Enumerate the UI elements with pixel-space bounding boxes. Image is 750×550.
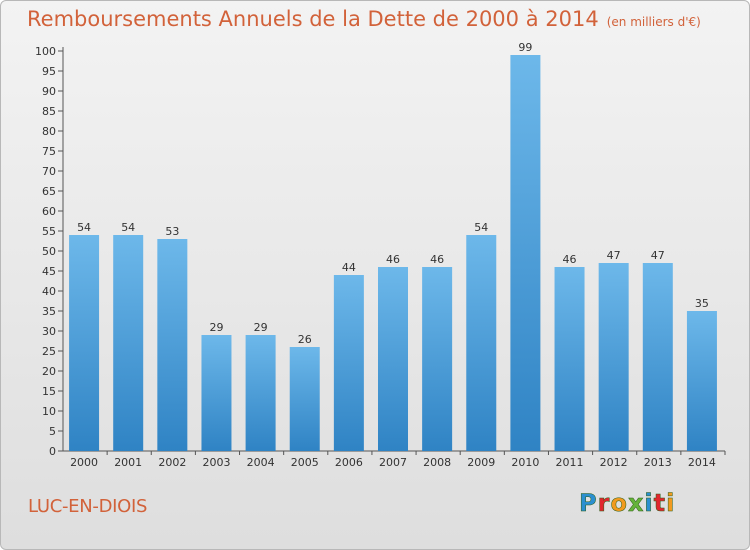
y-tick-label: 50 [42, 245, 56, 258]
y-tick-label: 80 [42, 125, 56, 138]
bar [422, 267, 453, 451]
bar-value-label: 47 [607, 249, 621, 262]
bar-value-label: 54 [77, 221, 91, 234]
bar [554, 267, 585, 451]
x-tick-label: 2011 [556, 456, 584, 469]
value-labels: 54 54 53 29 29 26 44 46 46 54 99 46 47 47 35 [77, 41, 709, 346]
x-tick-label: 2013 [644, 456, 672, 469]
x-tick-label: 2009 [467, 456, 495, 469]
bar-value-label: 46 [563, 253, 577, 266]
y-tick-label: 75 [42, 145, 56, 158]
x-tick-label: 2008 [423, 456, 451, 469]
bar-value-label: 26 [298, 333, 312, 346]
bar-value-label: 47 [651, 249, 665, 262]
y-tick-label: 70 [42, 165, 56, 178]
bar [378, 267, 408, 451]
x-tick-label: 2006 [335, 456, 363, 469]
bar [333, 275, 364, 451]
x-tick-label: 2000 [70, 456, 98, 469]
bar-value-label: 29 [209, 321, 223, 334]
bar [642, 263, 673, 451]
bar [289, 347, 320, 451]
y-tick-label: 90 [42, 85, 56, 98]
unit-note: (en milliers d'€) [606, 15, 701, 29]
title-text: Remboursements Annuels de la Dette de 20… [27, 7, 599, 31]
x-tick-label: 2004 [247, 456, 275, 469]
y-tick-label: 20 [42, 365, 56, 378]
bar [466, 235, 497, 451]
logo-letter: t [653, 489, 667, 518]
x-tick-label: 2005 [291, 456, 319, 469]
bar-chart: 0 5 10 15 20 25 30 35 40 45 50 55 60 65 70 75 80 85 90 95 10… [35, 41, 726, 469]
x-tick-label: 2014 [688, 456, 716, 469]
bar-value-label: 99 [518, 41, 532, 54]
y-tick-label: 45 [42, 265, 56, 278]
bar [201, 335, 232, 451]
y-tick-label: 25 [42, 345, 56, 358]
y-tick-label: 5 [49, 425, 56, 438]
x-tick-label: 2002 [158, 456, 186, 469]
axes: 0 5 10 15 20 25 30 35 40 45 50 55 60 65 70 75 80 85 90 95 10… [35, 45, 726, 469]
y-tick-label: 55 [42, 225, 56, 238]
commune-name: LUC-EN-DIOIS [28, 496, 148, 517]
logo-letter: r [597, 489, 611, 518]
y-tick-label: 40 [42, 285, 56, 298]
bar [686, 311, 717, 451]
x-tick-label: 2010 [511, 456, 539, 469]
bar-value-label: 54 [121, 221, 135, 234]
bar-value-label: 44 [342, 261, 356, 274]
x-tick-label: 2007 [379, 456, 407, 469]
bar-value-label: 46 [430, 253, 444, 266]
y-tick-label: 100 [35, 45, 56, 58]
bar [598, 263, 629, 451]
bar [157, 239, 188, 451]
y-tick-label: 15 [42, 385, 56, 398]
y-tick-label: 0 [49, 445, 56, 458]
bar-value-label: 54 [474, 221, 488, 234]
y-tick-label: 60 [42, 205, 56, 218]
y-tick-label: 65 [42, 185, 56, 198]
chart-title: Remboursements Annuels de la Dette de 20… [27, 7, 701, 31]
bar-value-label: 53 [165, 225, 179, 238]
logo-letter: o [610, 489, 628, 518]
logo-letter: P [579, 489, 598, 518]
proxiti-logo[interactable]: Proxiti [579, 489, 676, 518]
bars [69, 55, 717, 451]
bar-value-label: 35 [695, 297, 709, 310]
y-tick-label: 35 [42, 305, 56, 318]
logo-letter: i [666, 489, 676, 518]
y-tick-label: 95 [42, 65, 56, 78]
bar [113, 235, 144, 451]
bar [510, 55, 541, 451]
bar-value-label: 29 [254, 321, 268, 334]
logo-letter: x [627, 489, 645, 518]
bar [69, 235, 100, 451]
bar [245, 335, 276, 451]
y-tick-label: 30 [42, 325, 56, 338]
bar-value-label: 46 [386, 253, 400, 266]
x-tick-label: 2012 [600, 456, 628, 469]
x-tick-label: 2003 [202, 456, 230, 469]
y-tick-label: 85 [42, 105, 56, 118]
logo-letter: i [644, 489, 654, 518]
x-tick-label: 2001 [114, 456, 142, 469]
y-tick-label: 10 [42, 405, 56, 418]
